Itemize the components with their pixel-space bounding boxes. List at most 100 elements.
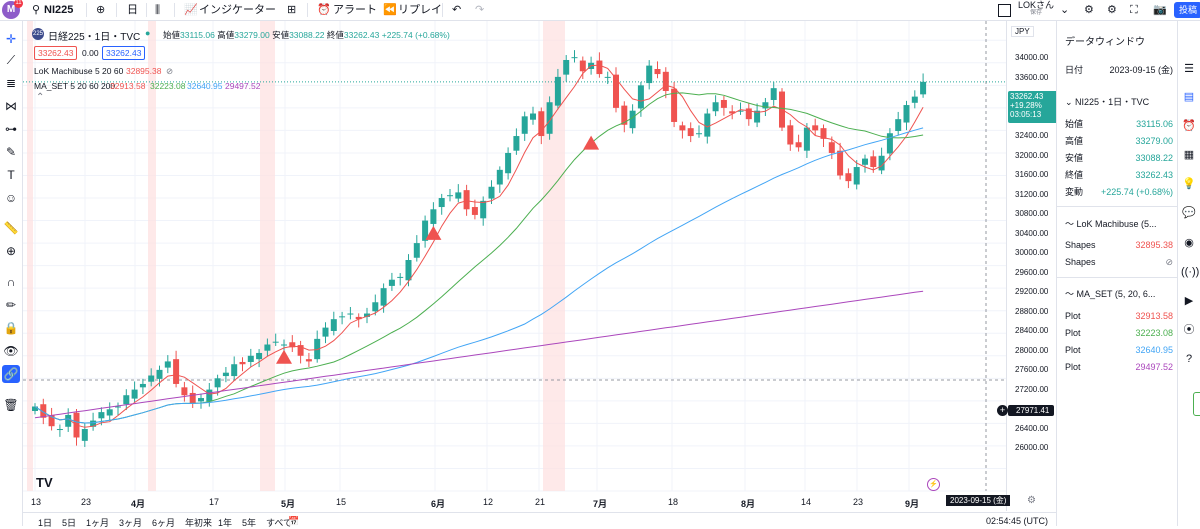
candle-body bbox=[405, 260, 412, 281]
magnet-icon[interactable]: ∩ bbox=[6, 275, 16, 289]
candle-body bbox=[579, 60, 586, 72]
legend-title[interactable]: 日経225・1日・TVC bbox=[48, 32, 141, 43]
indicators-icon[interactable]: 📈 bbox=[184, 4, 198, 16]
bid-box[interactable]: 33262.43 bbox=[34, 46, 78, 60]
candle-body bbox=[629, 110, 636, 129]
range-button[interactable]: 3ヶ月 bbox=[119, 518, 143, 528]
range-button[interactable]: 年初来 bbox=[185, 518, 213, 528]
collapse-arrow-icon[interactable]: ⌄ bbox=[1065, 97, 1076, 107]
fib-icon[interactable]: ≣ bbox=[5, 76, 17, 90]
publish-button[interactable]: 投稿 bbox=[1174, 2, 1200, 18]
alarm-clock-icon[interactable]: ⏰ bbox=[1182, 120, 1196, 132]
flash-icon[interactable]: ⚡ bbox=[927, 478, 940, 491]
calendar-icon[interactable]: 📅 bbox=[288, 516, 300, 526]
candle-body bbox=[90, 420, 97, 427]
fullscreen-icon[interactable]: ⛶ bbox=[1130, 4, 1138, 16]
stream-icon[interactable]: ((·)) bbox=[1181, 266, 1200, 278]
search-icon[interactable]: ⚲ bbox=[32, 4, 41, 16]
replay-icon[interactable]: ⏪ bbox=[383, 4, 397, 16]
broadcast-icon[interactable]: ◉ bbox=[1184, 237, 1194, 249]
undo-icon[interactable]: ↶ bbox=[452, 4, 462, 16]
candle-body bbox=[911, 96, 918, 103]
interval-selector[interactable]: 日 bbox=[127, 4, 138, 16]
pencil-lock-icon[interactable]: ✏ bbox=[5, 298, 17, 312]
candle-body bbox=[480, 200, 487, 219]
layout-box-icon[interactable] bbox=[998, 4, 1011, 17]
brush-icon[interactable]: ✎ bbox=[5, 145, 17, 159]
indicator1-name[interactable]: LoK Machibuse 5 20 60 bbox=[34, 66, 124, 76]
candle-body bbox=[355, 316, 362, 320]
alert-button[interactable]: アラート bbox=[333, 4, 377, 16]
trash-icon[interactable]: 🗑 bbox=[3, 398, 19, 412]
watchlist-icon[interactable]: ☰ bbox=[1184, 63, 1194, 75]
ask-box[interactable]: 33262.43 bbox=[102, 46, 146, 60]
range-button[interactable]: 6ヶ月 bbox=[152, 518, 176, 528]
signal-icon[interactable]: ⦿ bbox=[1183, 324, 1195, 336]
candle-body bbox=[56, 429, 63, 431]
chart-type-icon[interactable]: ⫼ bbox=[155, 4, 161, 16]
candle-body bbox=[812, 125, 819, 131]
pattern-icon[interactable]: ⋈ bbox=[5, 99, 17, 113]
add-symbol-icon[interactable]: ⊕ bbox=[96, 4, 106, 16]
highlight-band bbox=[148, 21, 156, 491]
ruler-icon[interactable]: 📏 bbox=[3, 221, 19, 235]
range-button[interactable]: 5日 bbox=[62, 518, 77, 528]
range-button[interactable]: 1ヶ月 bbox=[86, 518, 110, 528]
prediction-icon[interactable]: ⊶ bbox=[5, 122, 17, 136]
settings-grid-icon[interactable]: ⚙ bbox=[1084, 4, 1094, 16]
indicator2-name[interactable]: MA_SET 5 20 60 200 bbox=[34, 81, 116, 91]
currency-label[interactable]: JPY bbox=[1011, 26, 1034, 37]
datawindow-icon[interactable]: ▤ bbox=[1183, 91, 1195, 103]
trendline-icon[interactable]: ⟋ bbox=[6, 53, 16, 67]
crosshair-icon[interactable]: ✛ bbox=[5, 32, 17, 46]
wave-icon[interactable]: 〜 bbox=[1065, 289, 1077, 299]
market-status-icon: ● bbox=[145, 28, 151, 38]
price-chart[interactable] bbox=[23, 21, 1006, 511]
calendar-grid-icon[interactable]: ▦ bbox=[1183, 149, 1195, 161]
candle-body bbox=[521, 116, 528, 134]
link-icon[interactable]: 🔗 bbox=[2, 365, 20, 383]
emoji-icon[interactable]: ☺ bbox=[4, 191, 18, 205]
lock-icon[interactable]: 🔒 bbox=[3, 321, 19, 335]
panel-handle-icon[interactable] bbox=[1193, 392, 1200, 416]
add-alert-icon[interactable]: + bbox=[997, 405, 1008, 416]
help-icon[interactable]: ? bbox=[1185, 353, 1193, 365]
scale-settings-icon[interactable]: ⚙ bbox=[1027, 495, 1036, 506]
collapse-icon[interactable]: ⌃ bbox=[36, 92, 45, 103]
play-icon[interactable]: ▶ bbox=[1184, 295, 1194, 307]
layouts-icon[interactable]: ⊞ bbox=[287, 4, 297, 16]
idea-icon[interactable]: 💡 bbox=[1182, 178, 1196, 190]
symbol-search[interactable]: NI225 bbox=[44, 4, 74, 16]
candle-body bbox=[513, 136, 520, 151]
user-name[interactable]: LOKさん bbox=[1018, 0, 1055, 10]
candle-body bbox=[264, 344, 271, 351]
range-button[interactable]: 1日 bbox=[38, 518, 53, 528]
candle-body bbox=[281, 344, 287, 346]
hidden-eye-icon[interactable]: ⊘ bbox=[166, 66, 174, 76]
gear-icon[interactable]: ⚙ bbox=[1107, 4, 1117, 16]
candle-body bbox=[496, 169, 503, 185]
range-button[interactable]: 5年 bbox=[242, 518, 257, 528]
candle-body bbox=[654, 69, 661, 75]
text-icon[interactable]: T bbox=[7, 168, 15, 182]
indicator1-value: 32895.38 bbox=[126, 66, 162, 76]
chevron-down-icon[interactable]: ⌄ bbox=[1060, 4, 1070, 16]
time-scale[interactable]: 13 23 4月 17 5月 15 6月 12 21 7月 18 8月 14 23 9月 bbox=[23, 493, 1006, 511]
replay-button[interactable]: リプレイ bbox=[398, 4, 442, 16]
redo-icon[interactable]: ↷ bbox=[475, 4, 485, 16]
indicators-button[interactable]: インジケーター bbox=[199, 4, 276, 16]
tradingview-logo[interactable]: TV bbox=[36, 475, 53, 490]
chat-icon[interactable]: 💬 bbox=[1182, 207, 1196, 219]
wave-icon[interactable]: 〜 bbox=[1065, 219, 1077, 229]
price-tick: 32400.00 bbox=[1015, 131, 1049, 140]
eye-icon[interactable]: 👁 bbox=[3, 344, 19, 358]
alarm-icon[interactable]: ⏰ bbox=[317, 4, 331, 16]
candle-body bbox=[438, 198, 445, 208]
camera-icon[interactable]: 📷 bbox=[1153, 4, 1167, 16]
highlight-band bbox=[543, 21, 565, 491]
zoom-in-icon[interactable]: ⊕ bbox=[5, 244, 17, 258]
buy-signal-marker bbox=[276, 349, 292, 364]
clock[interactable]: 02:54:45 (UTC) bbox=[986, 516, 1049, 526]
range-button[interactable]: 1年 bbox=[218, 518, 233, 528]
range-button[interactable]: すべて bbox=[266, 518, 293, 528]
